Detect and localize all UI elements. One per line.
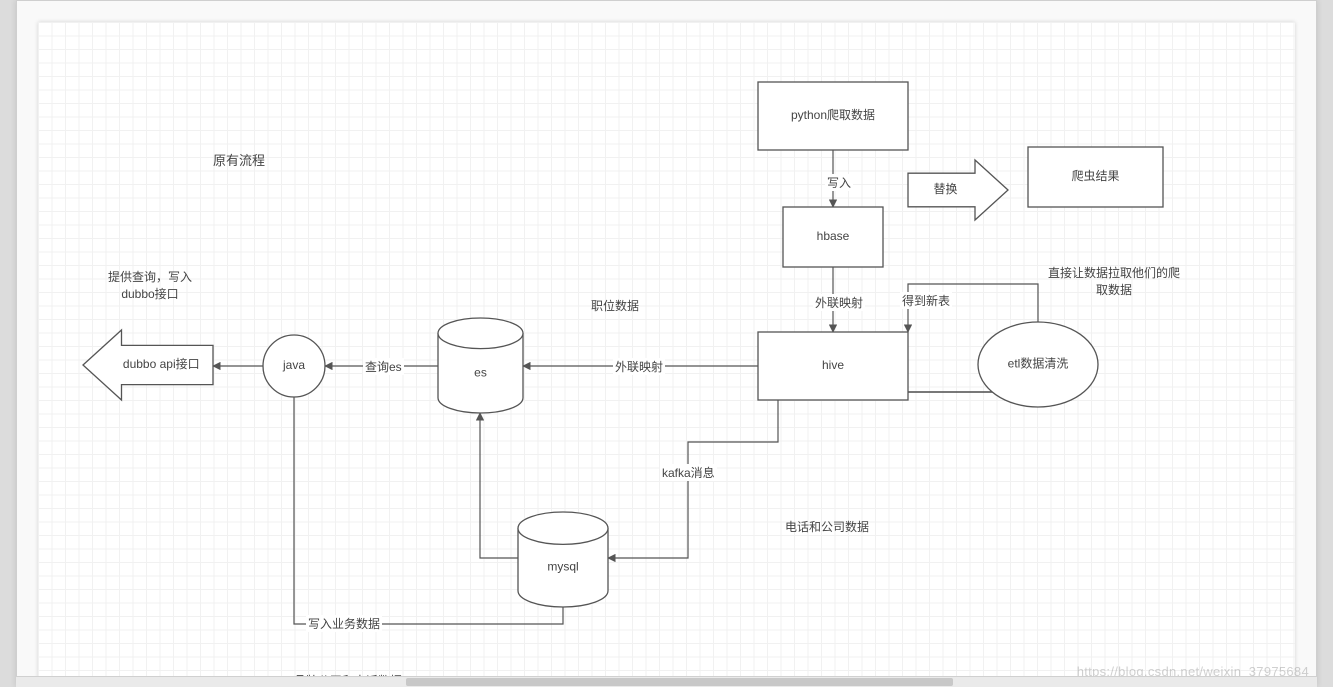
- node-java-label: java: [282, 358, 305, 372]
- horizontal-scrollbar[interactable]: [16, 676, 1317, 687]
- node-mysql-label: mysql: [547, 559, 578, 573]
- node-python-label: python爬取数据: [791, 107, 875, 122]
- edge-label-java-mysql: 写入业务数据: [306, 615, 382, 632]
- scrollbar-thumb[interactable]: [406, 678, 952, 686]
- text-phone_company: 电话和公司数据: [785, 518, 869, 535]
- node-replace-label: 替换: [933, 182, 957, 196]
- node-crawler-label: 爬虫结果: [1071, 169, 1119, 183]
- text-etl_note: 直接让数据拉取他们的爬 取数据: [1048, 264, 1180, 298]
- edge-label-python-hbase: 写入: [825, 174, 853, 191]
- text-dubbo_note: 提供查询，写入 dubbo接口: [108, 268, 192, 302]
- canvas-shadow: python爬取数据 hbase hive etl数据清洗 爬虫结果 es mysql jav…: [16, 0, 1317, 687]
- diagram-canvas[interactable]: python爬取数据 hbase hive etl数据清洗 爬虫结果 es mysql jav…: [38, 22, 1295, 683]
- node-replace[interactable]: [908, 160, 1008, 220]
- edge-label-es-java: 查询es: [363, 358, 404, 375]
- node-mysql-top: [518, 512, 608, 544]
- node-dubbo-label: dubbo api接口: [123, 356, 200, 371]
- node-hive-label: hive: [822, 358, 844, 372]
- page: python爬取数据 hbase hive etl数据清洗 爬虫结果 es mysql jav…: [0, 0, 1333, 687]
- text-title: 原有流程: [213, 150, 265, 169]
- diagram-svg: python爬取数据 hbase hive etl数据清洗 爬虫结果 es mysql jav…: [38, 22, 1295, 683]
- text-position_data: 职位数据: [591, 297, 639, 314]
- node-es-top: [438, 318, 523, 349]
- node-es-label: es: [474, 365, 487, 379]
- edge-mysql-es-pre: [480, 512, 518, 558]
- edge-label-hive-es: 外联映射: [613, 358, 665, 375]
- node-etl-label: etl数据清洗: [1008, 356, 1069, 371]
- node-hbase-label: hbase: [817, 229, 850, 243]
- edge-label-etl-hive: 得到新表: [900, 292, 952, 309]
- edge-label-hbase-hive: 外联映射: [813, 294, 865, 311]
- edge-label-hive-mysql: kafka消息: [660, 464, 717, 481]
